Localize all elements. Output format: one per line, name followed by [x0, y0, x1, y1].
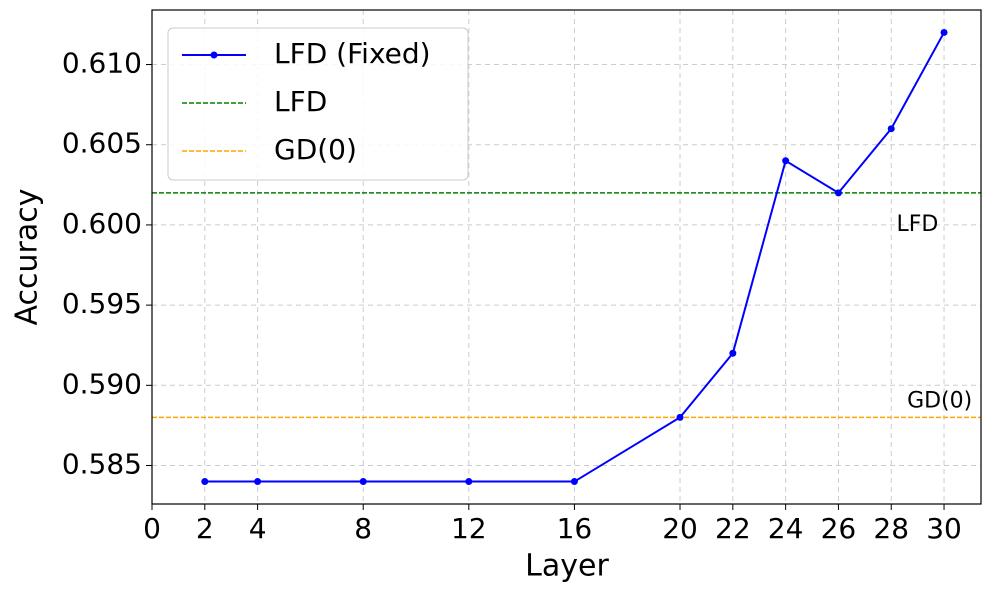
legend-label: LFD: [274, 85, 327, 118]
x-tick-label: 20: [662, 512, 698, 545]
x-tick-label: 24: [768, 512, 804, 545]
data-point: [359, 478, 367, 486]
data-point: [465, 478, 473, 486]
y-tick-label: 0.585: [62, 448, 142, 481]
legend-marker: [210, 51, 218, 59]
x-tick-label: 30: [926, 512, 962, 545]
x-tick-label: 16: [557, 512, 593, 545]
x-tick-label: 22: [715, 512, 751, 545]
y-axis-label: Accuracy: [10, 189, 45, 326]
y-tick-label: 0.610: [62, 47, 142, 80]
data-point: [729, 349, 737, 357]
data-point: [782, 157, 790, 165]
x-tick-label: 28: [873, 512, 909, 545]
x-tick-label: 4: [249, 512, 267, 545]
legend: LFD (Fixed) LFD GD(0): [167, 27, 469, 181]
plot-frame: [151, 9, 982, 505]
data-point: [254, 478, 262, 486]
data-point: [940, 28, 948, 36]
y-tick-label: 0.605: [62, 127, 142, 160]
x-tick-label: 12: [451, 512, 487, 545]
data-point: [887, 125, 895, 133]
x-tick-label: 8: [354, 512, 372, 545]
legend-label: LFD (Fixed): [274, 37, 431, 70]
y-tick-label: 0.600: [62, 207, 142, 240]
annotation: LFD: [897, 212, 939, 237]
x-tick-label: 26: [821, 512, 857, 545]
annotation: GD(0): [907, 388, 972, 413]
data-point: [676, 413, 684, 421]
data-point: [834, 189, 842, 197]
y-tick-label: 0.590: [62, 367, 142, 400]
data-point: [570, 478, 578, 486]
legend-box: [167, 27, 469, 181]
x-axis-label: Layer: [525, 549, 609, 584]
data-point: [201, 478, 209, 486]
x-tick-label: 0: [143, 512, 161, 545]
legend-label: GD(0): [274, 133, 357, 166]
y-tick-label: 0.595: [62, 287, 142, 320]
x-tick-label: 2: [196, 512, 214, 545]
